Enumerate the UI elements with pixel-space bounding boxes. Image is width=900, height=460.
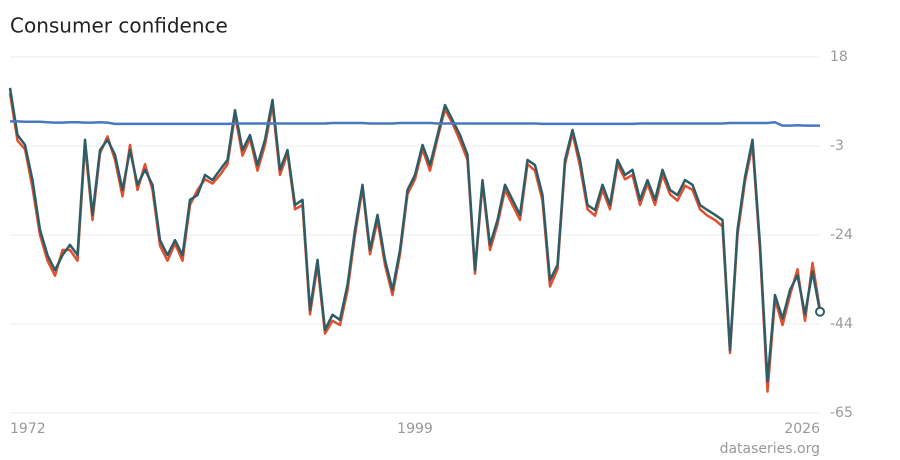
series-line xyxy=(10,120,820,127)
chart-title: Consumer confidence xyxy=(10,14,228,38)
y-tick-label: -65 xyxy=(830,405,853,421)
source: dataseries.org xyxy=(720,441,820,457)
x-tick-label: 1999 xyxy=(397,421,433,437)
y-tick-label: -24 xyxy=(830,227,853,243)
series-line xyxy=(8,93,822,393)
series-line xyxy=(8,87,822,383)
y-tick-label: 18 xyxy=(830,49,848,65)
x-tick-label: 2026 xyxy=(784,421,820,437)
end-marker xyxy=(815,306,825,317)
y-tick-label: -44 xyxy=(830,316,853,332)
y-tick-label: -3 xyxy=(830,138,844,154)
x-tick-label: 1972 xyxy=(10,421,46,437)
